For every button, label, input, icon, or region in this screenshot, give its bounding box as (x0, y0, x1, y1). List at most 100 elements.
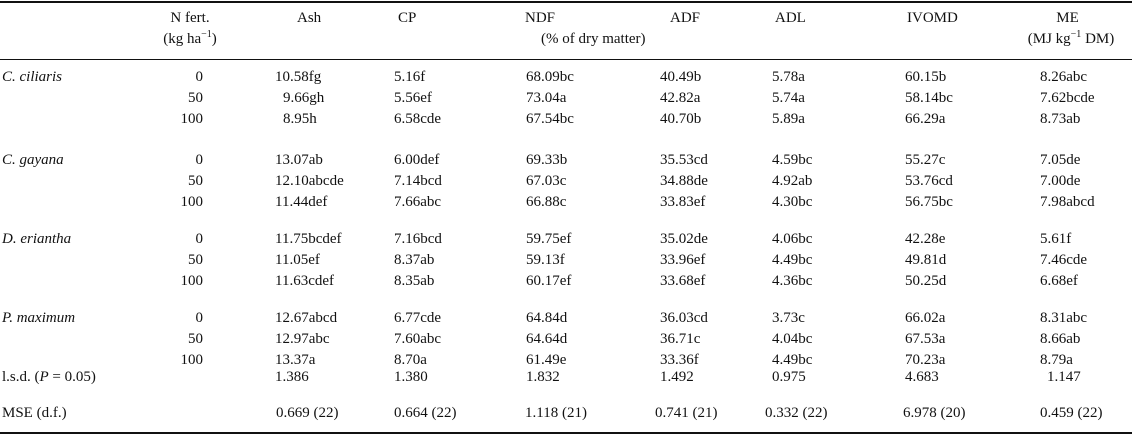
mse-adf: 0.741 (21) (655, 405, 718, 421)
adf-cell: 33.68ef (660, 273, 706, 289)
lsd-ndf: 1.832 (526, 369, 560, 385)
ash-cell: 11.75bcdef (275, 231, 342, 247)
ash-cell: 13.37a (275, 352, 316, 368)
header-me-unit: (MJ kg−1 DM) (1027, 29, 1115, 48)
ndf-cell: 68.09bc (526, 69, 574, 85)
ndf-cell: 73.04a (526, 90, 567, 106)
mse-me: 0.459 (22) (1040, 405, 1103, 421)
ndf-cell: 61.49e (526, 352, 567, 368)
ash-cell: 12.97abc (275, 331, 330, 347)
ivomd-cell: 58.14bc (905, 90, 953, 106)
adl-cell: 4.30bc (772, 194, 813, 210)
me-cell: 7.98abcd (1040, 194, 1095, 210)
adf-cell: 34.88de (660, 173, 708, 189)
lsd-label: l.s.d. (P = 0.05) (2, 369, 96, 385)
nfert-cell: 50 (188, 173, 203, 189)
nfert-cell: 0 (195, 231, 204, 247)
me-cell: 7.62bcde (1040, 90, 1095, 106)
ivomd-cell: 60.15b (905, 69, 947, 85)
header-ivomd: IVOMD (907, 10, 958, 26)
me-cell: 7.00de (1040, 173, 1081, 189)
header-ash: Ash (297, 10, 322, 26)
ash-cell: 11.44def (275, 194, 328, 210)
nfert-cell: 0 (195, 310, 204, 326)
cp-cell: 8.70a (394, 352, 427, 368)
nfert-cell: 50 (188, 331, 203, 347)
adf-cell: 33.96ef (660, 252, 706, 268)
ash-cell: 12.10abcde (275, 173, 344, 189)
ash-cell: 11.05ef (275, 252, 320, 268)
me-cell: 8.31abc (1040, 310, 1088, 326)
table-row: 50 12.97abc 7.60abc 64.64d 36.71c 4.04bc 67.53… (0, 329, 1132, 349)
nfert-cell: 0 (195, 69, 204, 85)
lsd-ivomd: 4.683 (905, 369, 939, 385)
cp-cell: 8.37ab (394, 252, 435, 268)
cp-cell: 6.58cde (394, 111, 442, 127)
ivomd-cell: 53.76cd (905, 173, 953, 189)
me-cell: 5.61f (1040, 231, 1072, 247)
header-nfert-unit: (kg ha−1) (163, 29, 217, 48)
cp-cell: 7.66abc (394, 194, 442, 210)
adl-cell: 4.06bc (772, 231, 813, 247)
ivomd-cell: 42.28e (905, 231, 946, 247)
table-row: 50 9.66gh 5.56ef 73.04a 42.82a 5.74a 58.14bc 7.… (0, 88, 1132, 108)
species-label: D. eriantha (2, 231, 72, 247)
adf-cell: 36.71c (660, 331, 701, 347)
cp-cell: 7.60abc (394, 331, 442, 347)
lsd-row: l.s.d. (P = 0.05) 1.386 1.380 1.832 1.49… (0, 367, 1132, 387)
ivomd-cell: 55.27c (905, 152, 946, 168)
adl-cell: 4.36bc (772, 273, 813, 289)
adf-cell: 42.82a (660, 90, 701, 106)
adl-cell: 3.73c (772, 310, 805, 326)
adl-cell: 4.59bc (772, 152, 813, 168)
mse-cp: 0.664 (22) (394, 405, 457, 421)
cp-cell: 6.77cde (394, 310, 442, 326)
adl-cell: 4.04bc (772, 331, 813, 347)
me-cell: 6.68ef (1040, 273, 1078, 289)
ndf-cell: 59.75ef (526, 231, 572, 247)
lsd-cp: 1.380 (394, 369, 428, 385)
nfert-cell: 100 (180, 352, 204, 368)
me-cell: 7.05de (1040, 152, 1081, 168)
table-top-rule (0, 1, 1132, 3)
adl-cell: 4.49bc (772, 352, 813, 368)
adl-cell: 5.89a (772, 111, 805, 127)
ash-cell: 11.63cdef (275, 273, 335, 289)
table-row: P. maximum 0 12.67abcd 6.77cde 64.84d 36.03cd… (0, 308, 1132, 328)
nfert-cell: 0 (195, 152, 204, 168)
table-row: 50 11.05ef 8.37ab 59.13f 33.96ef 4.49bc 49.81d… (0, 250, 1132, 270)
table-row: 100 11.44def 7.66abc 66.88c 33.83ef 4.30bc 56.… (0, 192, 1132, 212)
table-header-rule (0, 59, 1132, 60)
ndf-cell: 59.13f (526, 252, 565, 268)
header-me: ME (1056, 10, 1079, 26)
adf-cell: 40.70b (660, 111, 702, 127)
me-cell: 8.66ab (1040, 331, 1081, 347)
ivomd-cell: 66.02a (905, 310, 946, 326)
ash-cell: 8.95h (283, 111, 317, 127)
nfert-cell: 50 (188, 90, 203, 106)
header-ndf: NDF (525, 10, 556, 26)
table-row: C. ciliaris 0 10.58fg 5.16f 68.09bc 40.49b 5.7… (0, 67, 1132, 87)
table-row: D. eriantha 0 11.75bcdef 7.16bcd 59.75ef 35.0… (0, 229, 1132, 249)
lsd-me: 1.147 (1047, 369, 1081, 385)
table-row: 100 11.63cdef 8.35ab 60.17ef 33.68ef 4.36bc 50… (0, 271, 1132, 291)
nfert-cell: 100 (180, 194, 204, 210)
table-row: 50 12.10abcde 7.14bcd 67.03c 34.88de 4.92ab 53… (0, 171, 1132, 191)
ivomd-cell: 50.25d (905, 273, 947, 289)
me-cell: 8.26abc (1040, 69, 1088, 85)
ndf-cell: 66.88c (526, 194, 567, 210)
ndf-cell: 67.54bc (526, 111, 574, 127)
cp-cell: 5.16f (394, 69, 426, 85)
nfert-cell: 50 (188, 252, 203, 268)
lsd-ash: 1.386 (275, 369, 309, 385)
mse-adl: 0.332 (22) (765, 405, 828, 421)
species-label: P. maximum (2, 310, 76, 326)
adl-cell: 4.92ab (772, 173, 813, 189)
me-cell: 8.73ab (1040, 111, 1081, 127)
cp-cell: 5.56ef (394, 90, 432, 106)
species-label: C. gayana (2, 152, 64, 168)
mse-label: MSE (d.f.) (2, 405, 67, 421)
ivomd-cell: 66.29a (905, 111, 946, 127)
ivomd-cell: 67.53a (905, 331, 946, 347)
ash-cell: 12.67abcd (275, 310, 338, 326)
